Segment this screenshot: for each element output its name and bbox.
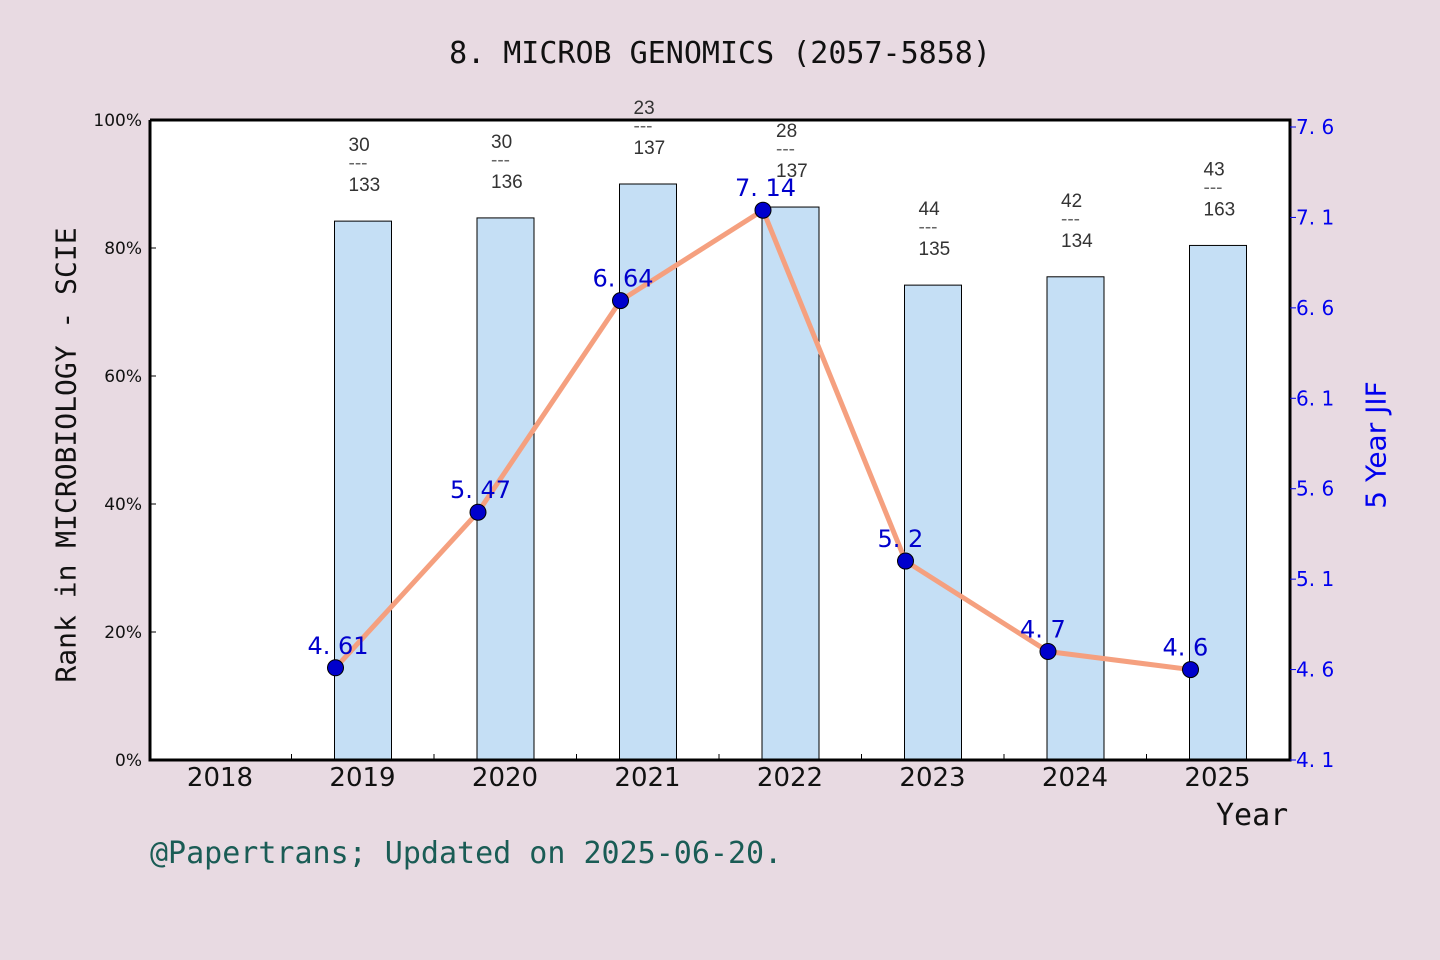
bar-label-divider: --- (1061, 209, 1080, 230)
jif-value-label: 4. 7 (1020, 615, 1066, 643)
bar-label-divider: --- (491, 150, 510, 171)
jif-value-label: 5. 47 (450, 476, 511, 504)
bar-label-rank: 43 (1204, 159, 1225, 180)
bar-label-total: 133 (349, 175, 381, 196)
y-tick-label: 40% (104, 495, 142, 515)
jif-point (1039, 642, 1057, 660)
x-tick-label: 2025 (1184, 763, 1250, 793)
x-tick-label: 2022 (757, 763, 823, 793)
x-axis-label: Year (1216, 798, 1289, 833)
bar-label-rank: 42 (1061, 191, 1082, 212)
bar-label-total: 136 (491, 172, 523, 193)
jif-value-label: 4. 61 (308, 632, 369, 660)
y2-tick-label: 5. 6 (1296, 477, 1334, 501)
y2-tick-label: 4. 1 (1296, 748, 1334, 772)
jif-line-segment (904, 558, 1050, 654)
jif-line-segment (333, 510, 480, 670)
bar-label-divider: --- (349, 153, 368, 174)
y-tick-label: 0% (115, 751, 142, 771)
jif-point (327, 659, 344, 677)
bar-label-total: 135 (919, 239, 951, 260)
jif-value-label: 7. 14 (735, 174, 796, 202)
y-tick-label: 80% (104, 239, 142, 259)
jif-value-label: 4. 6 (1163, 634, 1209, 662)
jif-line-segment (1047, 649, 1191, 673)
jif-point (897, 552, 914, 570)
x-tick-label: 2021 (614, 763, 680, 793)
y2-tick-label: 7. 1 (1296, 205, 1334, 229)
bar-label-divider: --- (919, 217, 938, 238)
y-tick-label: 60% (104, 367, 142, 387)
y2-tick-label: 7. 6 (1296, 115, 1334, 139)
bar (334, 220, 392, 761)
bar (1189, 244, 1247, 761)
jif-point (1182, 661, 1199, 679)
x-tick-label: 2019 (329, 763, 395, 793)
bar-label-divider: --- (1204, 177, 1223, 198)
y-tick-label: 20% (104, 623, 142, 643)
jif-point (469, 503, 487, 521)
y-tick-label: 100% (93, 111, 142, 131)
bar (761, 206, 820, 761)
x-tick-label: 2018 (187, 763, 253, 793)
bar-label-rank: 44 (919, 199, 941, 220)
bar (476, 217, 535, 761)
bar (1046, 276, 1105, 761)
y2-tick-label: 4. 6 (1296, 658, 1334, 682)
x-tick-label: 2023 (899, 763, 965, 793)
x-tick-label: 2020 (472, 763, 538, 793)
bar (904, 284, 962, 761)
jif-point (754, 201, 772, 219)
bar-label-divider: --- (776, 139, 795, 160)
bar-label-total: 163 (1204, 199, 1236, 220)
y2-tick-label: 6. 1 (1296, 386, 1334, 410)
x-tick-label: 2024 (1042, 763, 1108, 793)
jif-line-segment (619, 208, 765, 303)
bar-label-total: 137 (634, 138, 666, 159)
bar (619, 183, 677, 761)
y2-tick-label: 5. 1 (1296, 567, 1334, 591)
jif-value-label: 6. 64 (593, 265, 654, 293)
footer-credit: @Papertrans; Updated on 2025-06-20. (150, 836, 783, 871)
jif-point (612, 292, 629, 310)
plot-area (150, 120, 1290, 760)
jif-value-label: 5. 2 (878, 525, 924, 553)
bar-label-rank: 28 (776, 121, 797, 142)
jif-line-segment (475, 299, 623, 514)
bar-label-rank: 23 (634, 98, 655, 119)
bar-label-rank: 30 (349, 135, 370, 156)
jif-line-segment (760, 209, 908, 562)
bar-label-total: 134 (1061, 231, 1093, 252)
bar-label-total: 137 (776, 161, 808, 182)
y2-tick-label: 6. 6 (1296, 296, 1334, 320)
bar-label-rank: 30 (491, 132, 512, 153)
chart-title: 8. MICROB GENOMICS (2057-5858) (449, 36, 991, 71)
